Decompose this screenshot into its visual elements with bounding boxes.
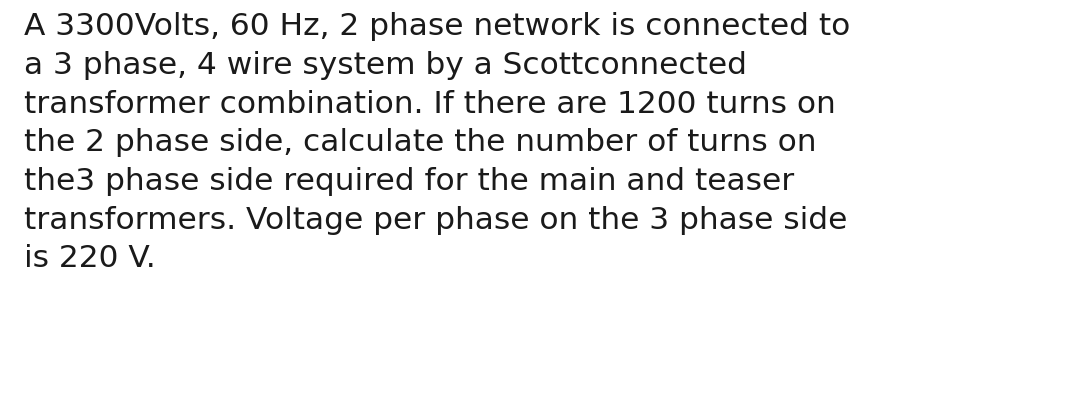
Text: A 3300Volts, 60 Hz, 2 phase network is connected to
a 3 phase, 4 wire system by : A 3300Volts, 60 Hz, 2 phase network is c… xyxy=(24,12,850,272)
